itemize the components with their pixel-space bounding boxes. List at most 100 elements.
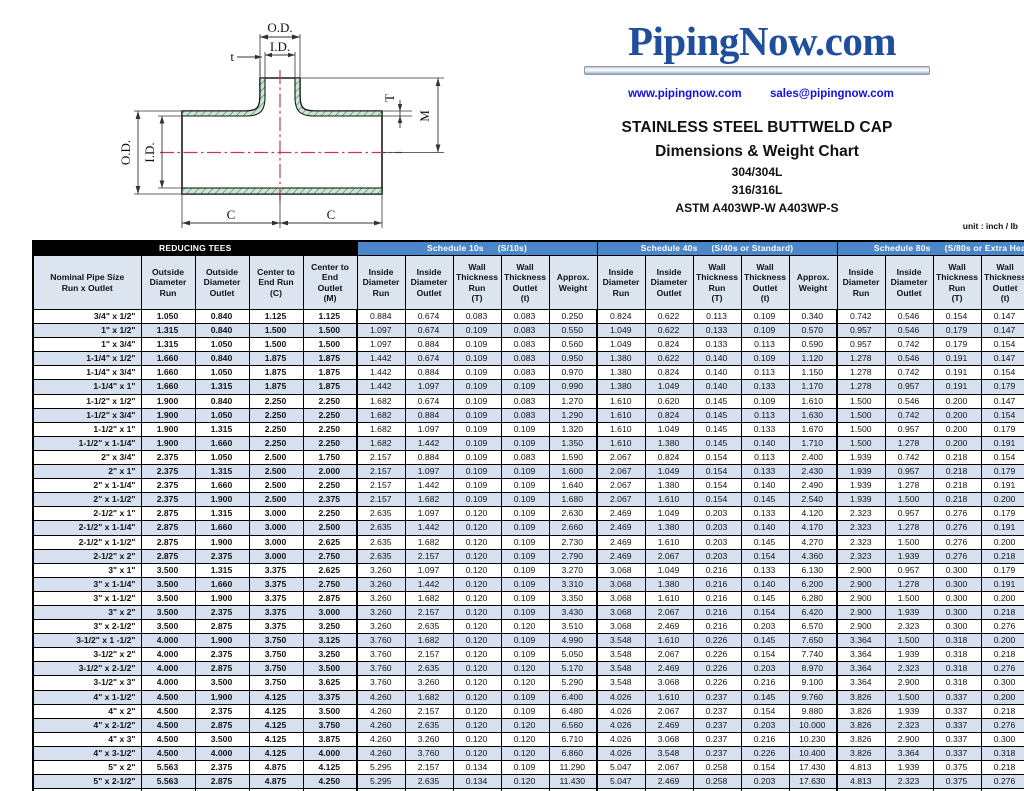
column-header-15: Inside Diameter Run <box>836 255 886 310</box>
cell-value: 0.154 <box>740 759 790 776</box>
cell-value: 4.170 <box>788 520 838 536</box>
cell-value: 2.875 <box>194 774 250 790</box>
cell-value: 0.276 <box>980 619 1024 635</box>
cell-value: 0.154 <box>980 407 1024 423</box>
material-grade-2: 316/316L <box>731 182 783 197</box>
cell-value: 17.630 <box>788 774 838 790</box>
cell-value: 1.500 <box>836 435 886 451</box>
cell-value: 1.682 <box>356 407 406 423</box>
cell-value: 5.170 <box>548 661 598 677</box>
cell-nominal-size: 2" x 1-1/2" <box>32 492 142 508</box>
cell-value: 2.660 <box>548 520 598 536</box>
brand-block: PipingNow.com www.pipingnow.com sales@pi… <box>490 20 1024 215</box>
cell-value: 1.670 <box>788 421 838 437</box>
cell-value: 1.900 <box>194 492 250 508</box>
cell-value: 0.226 <box>692 633 742 649</box>
table-row: 3/4" x 1/2" 1.050 0.840 1.125 1.125 0.884 0.67… <box>32 308 1024 325</box>
cell-value: 0.237 <box>692 703 742 719</box>
cell-nominal-size: 4" x 3" <box>32 731 142 747</box>
cell-value: 1.900 <box>194 590 250 606</box>
cell-value: 1.900 <box>194 689 250 705</box>
cell-value: 1.050 <box>194 337 250 353</box>
cell-value: 2.323 <box>884 619 934 635</box>
cell-value: 2.900 <box>836 604 886 621</box>
cell-value: 0.250 <box>548 308 598 325</box>
group-80s-sublabel: (S/80s or Extra Heavy) <box>944 243 1024 253</box>
cell-value: 2.067 <box>596 449 646 466</box>
cell-value: 0.154 <box>740 647 790 663</box>
cell-value: 0.109 <box>500 759 550 776</box>
cell-value: 0.950 <box>548 351 598 367</box>
cell-value: 2.490 <box>788 478 838 494</box>
cell-value: 2.500 <box>302 520 358 536</box>
cell-value: 0.824 <box>644 337 694 353</box>
cell-value: 0.226 <box>692 675 742 691</box>
cell-value: 1.900 <box>140 421 196 437</box>
cell-value: 0.337 <box>932 731 982 747</box>
table-row: 4" x 1-1/2" 4.500 1.900 4.125 3.375 4.260 1.68… <box>32 689 1024 705</box>
cell-value: 0.674 <box>404 351 454 367</box>
cell-nominal-size: 1-1/2" x 1" <box>32 421 142 437</box>
cell-nominal-size: 3" x 2-1/2" <box>32 619 142 635</box>
cell-value: 0.120 <box>452 590 502 606</box>
cell-value: 3.826 <box>836 731 886 747</box>
cell-value: 0.218 <box>932 449 982 466</box>
cell-value: 0.109 <box>452 393 502 409</box>
cell-value: 1.442 <box>404 478 454 494</box>
cell-value: 0.884 <box>404 449 454 466</box>
cell-value: 0.216 <box>692 562 742 578</box>
cell-value: 3.826 <box>836 689 886 705</box>
table-row: 3-1/2" x 1 -1/2" 4.000 1.900 3.750 3.125 3.76… <box>32 633 1024 649</box>
table-row: 2-1/2" x 1-1/4" 2.875 1.660 3.000 2.500 2.635… <box>32 520 1024 536</box>
cell-value: 0.120 <box>500 745 550 762</box>
cell-value: 3.510 <box>548 619 598 635</box>
site-logo[interactable]: PipingNow.com <box>628 18 897 64</box>
column-header-5: Inside Diameter Run <box>356 255 406 310</box>
cell-nominal-size: 3" x 1-1/4" <box>32 576 142 592</box>
cell-value: 0.145 <box>692 421 742 437</box>
cell-value: 2.469 <box>644 661 694 677</box>
cell-value: 0.120 <box>500 731 550 747</box>
table-row: 3" x 1-1/2" 3.500 1.900 3.375 2.875 3.260 1.68… <box>32 590 1024 606</box>
cell-value: 1.170 <box>788 379 838 395</box>
cell-value: 0.109 <box>500 703 550 719</box>
cell-value: 4.000 <box>140 675 196 691</box>
cell-value: 0.120 <box>500 675 550 691</box>
cell-value: 4.500 <box>140 717 196 733</box>
cell-value: 0.154 <box>692 478 742 494</box>
table-row: 4" x 2-1/2" 4.500 2.875 4.125 3.750 4.260 2.63… <box>32 717 1024 733</box>
cell-value: 1.682 <box>356 393 406 409</box>
cell-value: 1.610 <box>644 534 694 550</box>
cell-value: 1.315 <box>194 421 250 437</box>
cell-value: 4.875 <box>248 774 304 790</box>
cell-value: 0.203 <box>740 661 790 677</box>
cell-value: 2.323 <box>836 506 886 522</box>
cell-value: 1.278 <box>884 478 934 494</box>
cell-value: 0.990 <box>548 379 598 395</box>
cell-value: 4.026 <box>596 689 646 705</box>
email-link[interactable]: sales@pipingnow.com <box>770 87 894 100</box>
cell-value: 2.625 <box>302 534 358 550</box>
cell-value: 0.109 <box>500 435 550 451</box>
cell-value: 3.375 <box>248 604 304 621</box>
cell-value: 3.500 <box>302 661 358 677</box>
cell-value: 2.157 <box>404 759 454 776</box>
cell-nominal-size: 2" x 3/4" <box>32 449 142 466</box>
reducing-tee-diagram: O.D. I.D. t O.D. <box>72 18 480 234</box>
cell-value: 3.760 <box>356 661 406 677</box>
cell-value: 3.260 <box>356 562 406 578</box>
cell-value: 0.300 <box>980 675 1024 691</box>
cell-value: 2.157 <box>356 492 406 508</box>
cell-value: 0.154 <box>740 548 790 564</box>
cell-value: 0.120 <box>452 731 502 747</box>
cell-value: 1.049 <box>644 421 694 437</box>
cell-value: 2.375 <box>194 548 250 564</box>
cell-value: 1.050 <box>194 407 250 423</box>
cell-value: 2.625 <box>302 562 358 578</box>
cell-value: 2.875 <box>140 548 196 564</box>
cell-value: 0.203 <box>692 520 742 536</box>
website-link[interactable]: www.pipingnow.com <box>628 87 742 100</box>
cell-value: 2.250 <box>302 393 358 409</box>
cell-value: 4.500 <box>140 731 196 747</box>
cell-value: 1.660 <box>140 351 196 367</box>
